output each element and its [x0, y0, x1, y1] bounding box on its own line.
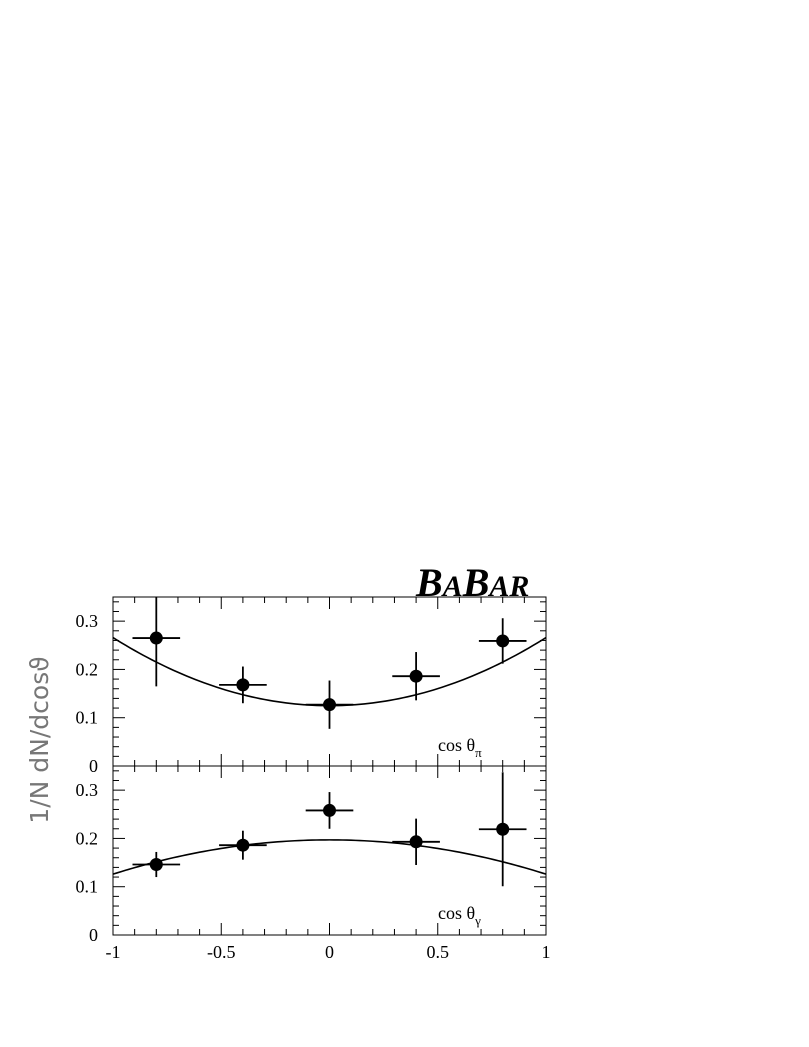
data-point [305, 680, 354, 729]
data-marker [496, 634, 510, 648]
x-tick-label: 1 [542, 942, 551, 962]
y-tick-label: 0.2 [76, 828, 99, 848]
top-panel-y-tick-labels: 0 0.1 0.2 0.3 [76, 611, 99, 776]
babar-logo: BABAR [415, 560, 529, 605]
y-tick-label: 0.1 [76, 708, 99, 728]
bottom-panel: 0 0.1 0.2 0.3 -1 -0.5 0 0.5 1 cos θγ [76, 765, 551, 962]
bottom-panel-ticks [112, 766, 547, 936]
data-point [478, 772, 527, 887]
data-marker [236, 678, 250, 692]
y-axis-label: 1/N dN/dcosϑ [25, 656, 54, 823]
y-tick-label: 0 [89, 925, 98, 945]
data-point [219, 830, 267, 860]
data-point [305, 792, 354, 829]
data-marker [149, 631, 163, 645]
x-tick-label: -1 [106, 942, 121, 962]
y-tick-label: 0.1 [76, 877, 99, 897]
bottom-panel-y-tick-labels: 0 0.1 0.2 0.3 [76, 780, 99, 945]
y-tick-label: 0.2 [76, 659, 99, 679]
data-marker [149, 858, 163, 872]
y-tick-label: 0 [89, 756, 98, 776]
x-tick-labels: -1 -0.5 0 0.5 1 [106, 942, 551, 962]
data-marker [409, 835, 423, 849]
data-point [132, 851, 181, 878]
data-point [478, 618, 527, 664]
data-point [219, 666, 267, 704]
bottom-fit-curve [112, 839, 547, 875]
data-marker [496, 822, 510, 836]
data-point [392, 652, 440, 701]
data-point [132, 597, 181, 687]
y-tick-label: 0.3 [76, 780, 99, 800]
data-marker [409, 669, 423, 683]
data-point [392, 818, 440, 865]
data-marker [236, 838, 250, 852]
top-panel-label: cos θπ [438, 735, 482, 760]
bottom-panel-frame [112, 765, 547, 936]
y-tick-label: 0.3 [76, 611, 99, 631]
x-tick-label: -0.5 [207, 942, 236, 962]
x-tick-label: 0 [325, 942, 334, 962]
top-panel-ticks [112, 597, 547, 767]
bottom-data-points [132, 772, 527, 887]
data-marker [323, 698, 336, 712]
top-panel: 0 0.1 0.2 0.3 cos θπ [76, 596, 547, 776]
data-marker [323, 803, 336, 817]
x-tick-label: 0.5 [427, 942, 450, 962]
top-data-points [132, 597, 527, 729]
bottom-panel-label: cos θγ [438, 903, 481, 928]
